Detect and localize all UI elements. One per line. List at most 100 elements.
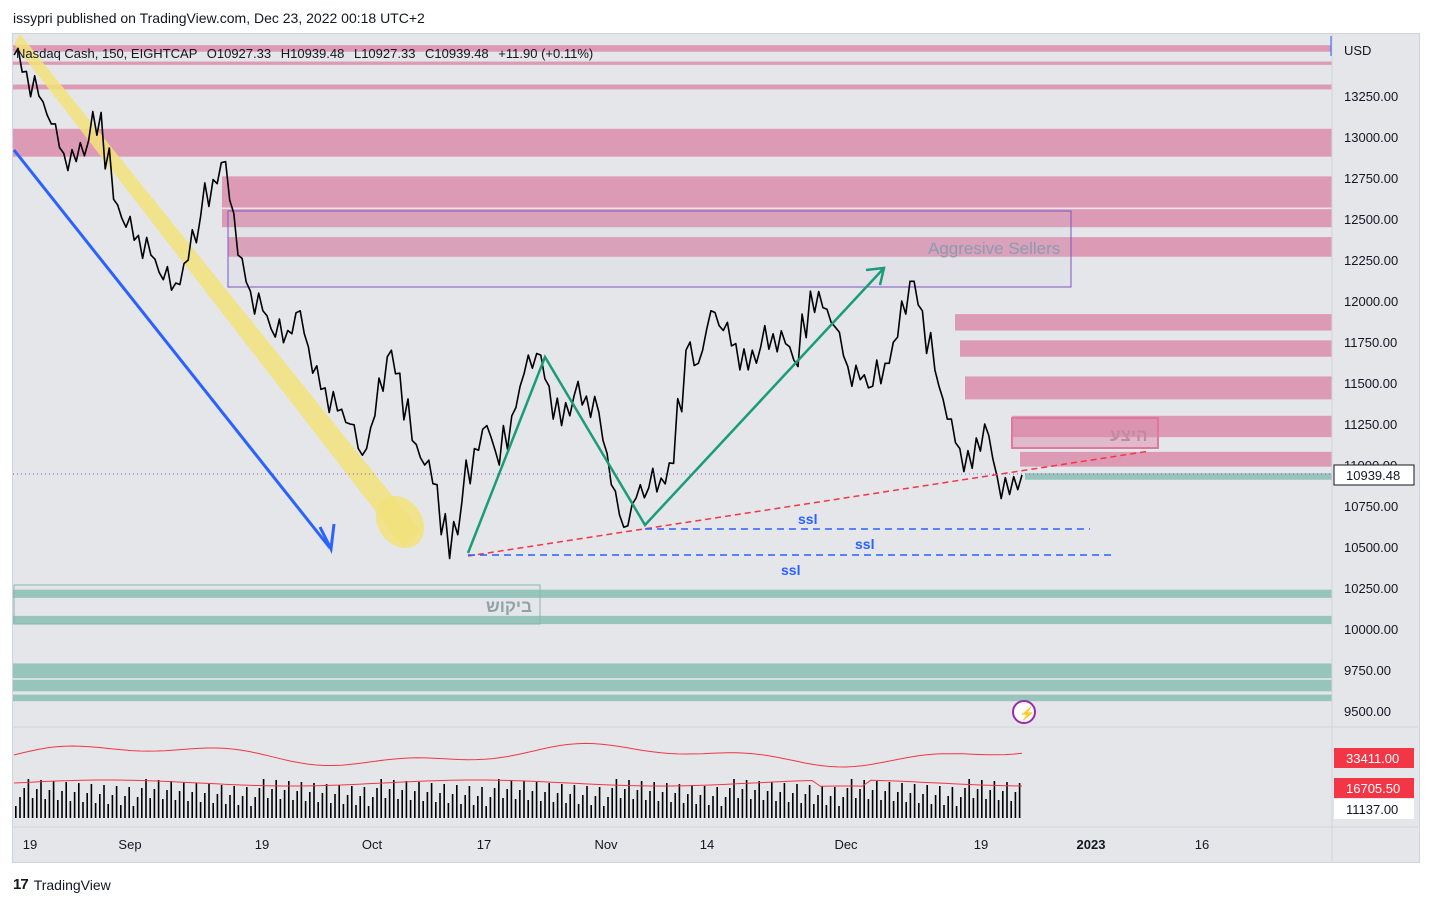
volume-bar [569,794,571,818]
volume-bar [90,784,93,818]
volume-bar [691,785,693,818]
volume-bar [468,786,471,818]
downtrend-channel [14,34,420,548]
volume-bar [502,798,504,818]
volume-bar [892,801,895,818]
volume-bar [44,799,46,818]
volume-bar [632,799,634,818]
volume-bar [132,806,135,818]
volume-bar [716,787,718,818]
volume-bar [170,781,172,818]
supply-zone [1020,451,1332,467]
volume-bar [393,780,395,818]
volume-bar [842,797,844,818]
volume-bar [267,798,269,818]
demand-zone [13,694,1332,702]
swing-arrowhead [865,266,886,286]
volume-bar [292,800,294,818]
volume-bar [258,788,261,818]
volume-bar [514,799,517,818]
volume-bar [527,800,529,818]
time-tick-label: Sep [118,837,141,852]
price-tick-label: 10000.00 [1344,622,1398,637]
volume-bar [199,802,202,818]
volume-bar [787,802,790,818]
volume-bar [855,798,857,818]
time-tick-label: 19 [255,837,269,852]
volume-bar [666,783,668,818]
volume-bar [972,798,975,818]
volume-bar [178,791,181,818]
volume-bar [94,803,97,818]
legend-open: O10927.33 [207,46,271,61]
volume-bar [703,786,706,818]
volume-bar [771,782,773,818]
volume-bar [817,795,819,818]
volume-bar [540,801,542,818]
volume-bar [309,792,311,818]
legend-low: L10927.33 [354,46,415,61]
lightning-icon[interactable] [1012,700,1036,724]
volume-bar [556,793,559,818]
price-tick-label: 11250.00 [1344,417,1397,432]
tradingview-logo-icon: 17 [13,876,29,893]
volume-bar [99,794,101,818]
volume-bar [128,787,130,818]
volume-bar [162,799,164,818]
volume-bar [489,797,492,818]
volume-bar [800,803,802,818]
time-tick-label: 14 [700,837,714,852]
volume-bar [430,783,433,818]
volume-bar [653,782,655,818]
volume-bar [981,780,983,818]
volume-bar [876,781,878,818]
volume-bar [624,789,626,818]
volume-bar [519,790,521,818]
volume-bar [901,783,903,818]
time-tick-label: 16 [1195,837,1209,852]
time-tick-label: Oct [362,837,383,852]
volume-bar [905,802,907,818]
volume-bar [65,782,67,818]
volume-bar [334,794,336,818]
volume-bar [804,794,807,818]
volume-bar [846,788,849,818]
volume-bar [456,785,458,818]
volume-bar [741,789,744,818]
price-tick-label: 12500.00 [1344,212,1398,227]
volume-bar [628,780,630,818]
volume-bar [674,793,676,818]
legend-high: H10939.48 [281,46,345,61]
volume-bar [464,795,466,818]
price-series-line[interactable] [13,47,1023,560]
volume-bar [762,800,765,818]
volume-bar [36,789,38,818]
volume-bar [720,806,723,818]
volume-bar [153,789,156,818]
volume-bar [737,798,739,818]
price-tick-label: 13000.00 [1344,130,1398,145]
volume-bar [409,800,412,818]
volume-bar [712,796,714,818]
time-tick-label: 17 [477,837,491,852]
volume-bar [1002,791,1004,818]
price-tick-label: 9500.00 [1344,704,1391,719]
volume-bar [939,786,941,818]
volume-bar [86,793,88,818]
volume-bar [52,781,55,818]
volume-bar [867,799,870,818]
volume-bar [699,795,702,818]
demand-zone [13,615,1332,625]
volume-bar [283,790,286,818]
volume-bar [388,789,391,818]
volume-bar [372,797,374,818]
volume-bar [678,784,681,818]
downtrend-arrow [13,149,332,549]
volume-bar [208,784,210,818]
time-tick-label: 19 [974,837,988,852]
price-tick-label: 10250.00 [1344,581,1398,596]
indicator-value: 11137.00 [1346,802,1398,817]
volume-bar [661,792,664,818]
volume-bar [850,779,853,818]
